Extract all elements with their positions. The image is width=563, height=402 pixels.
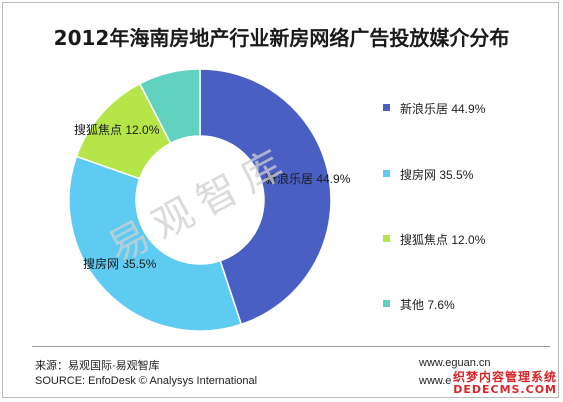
source-en: SOURCE: EnfoDesk © Analysys Internationa… [35, 375, 258, 387]
source-cn: 来源：易观国际·易观智库 [35, 360, 160, 372]
legend-label: 搜房网 35.5% [400, 168, 474, 182]
site-url[interactable]: www.eguan.cn [419, 357, 491, 369]
legend-label: 搜狐焦点 12.0% [400, 233, 486, 247]
footer-divider [32, 346, 550, 347]
legend-swatch [383, 300, 390, 307]
data-label-2: 搜狐焦点 12.0% [74, 122, 160, 137]
legend-swatch [383, 170, 390, 177]
slice-1 [68, 155, 243, 332]
legend-label: 其他 7.6% [400, 298, 455, 312]
legend-swatch [383, 235, 390, 242]
slice-3 [138, 68, 201, 145]
legend-label: 新浪乐居 44.9% [400, 102, 486, 116]
slice-0 [199, 68, 332, 326]
legend-swatch [383, 104, 390, 111]
data-label-1: 搜房网 35.5% [83, 256, 157, 271]
data-label-0: 新浪乐居 44.9% [265, 171, 351, 186]
chart-title: 2012年海南房地产行业新房网络广告投放媒介分布 [53, 26, 510, 50]
dedecms-logo-cn: 织梦内容管理系统 [452, 370, 557, 384]
site-url-partial: www.e [419, 375, 452, 387]
dedecms-logo-en: DEDECMS.COM [453, 383, 557, 396]
